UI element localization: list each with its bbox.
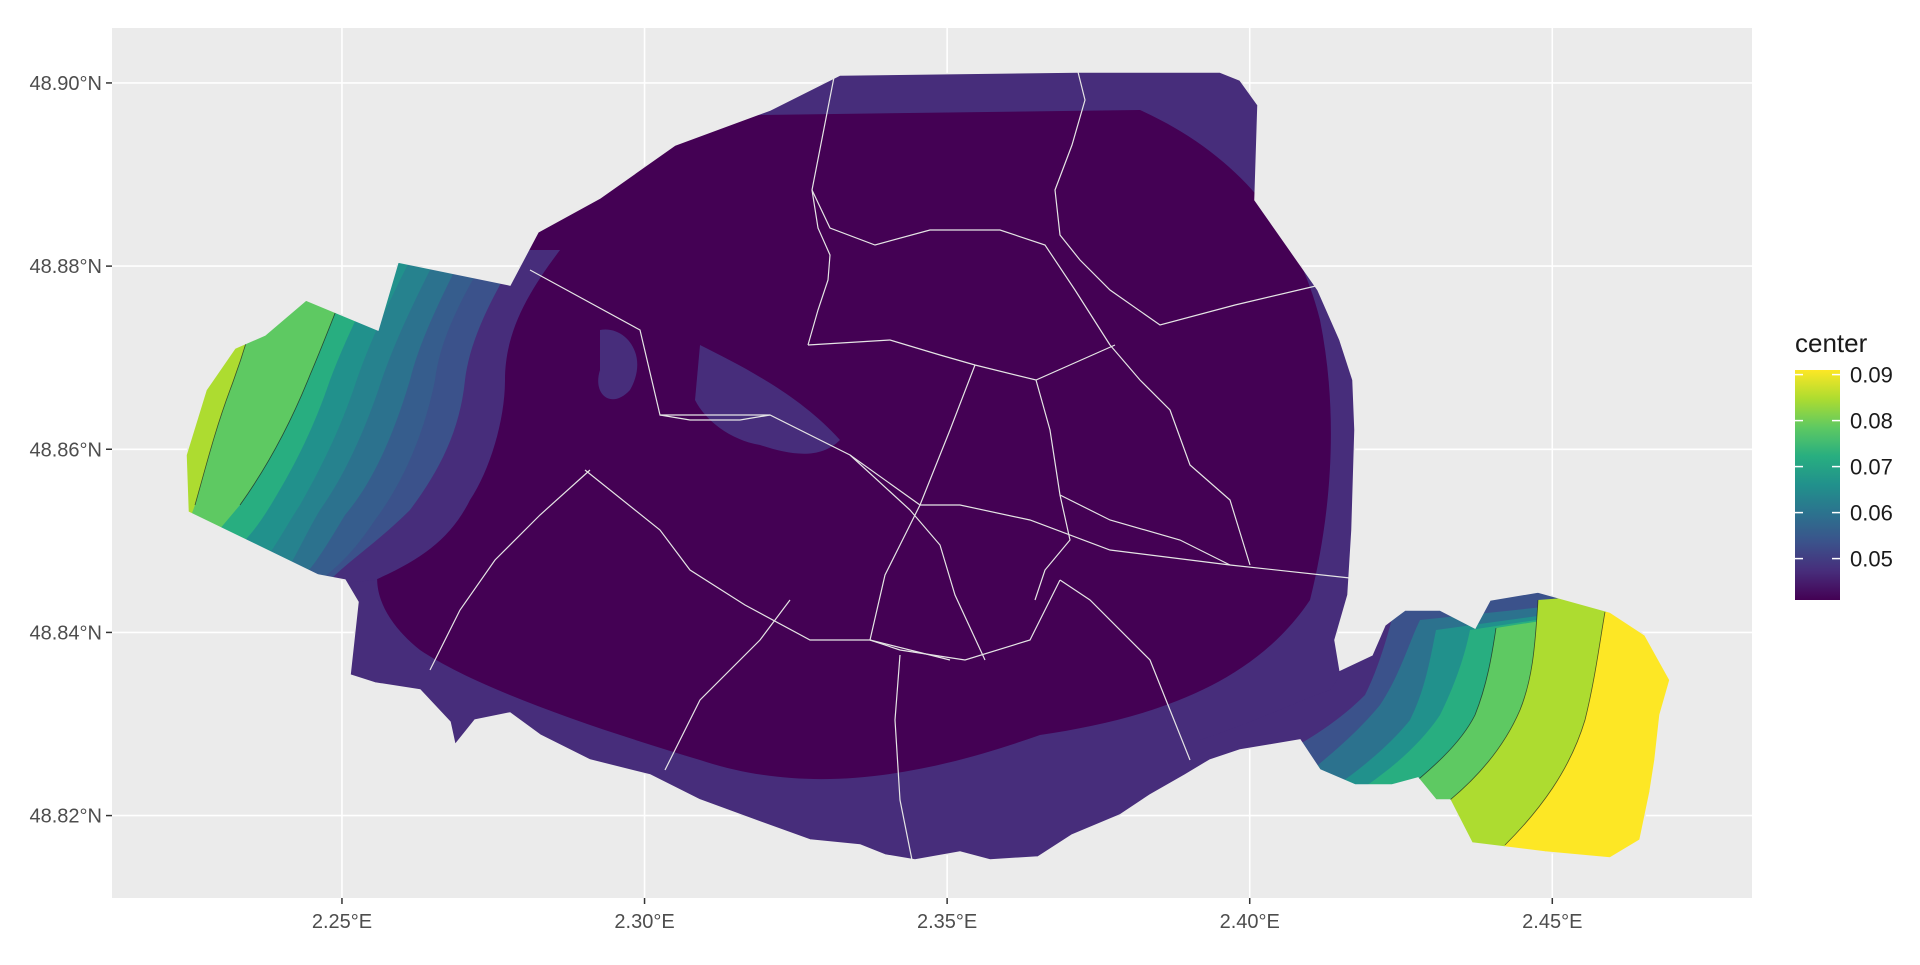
contour-band-0.040 — [377, 110, 1331, 780]
legend-tick-label: 0.05 — [1850, 547, 1893, 572]
arrondissement-boundaries — [429, 72, 1351, 860]
legend: center 0.05 0.06 0.07 0.08 0.09 — [1795, 328, 1893, 600]
paris-outline — [185, 71, 1671, 861]
x-tick-label: 2.40°E — [1220, 911, 1280, 933]
legend-tick-label: 0.07 — [1850, 455, 1893, 480]
y-tick-label: 48.84°N — [30, 622, 103, 644]
contour-island-2 — [598, 329, 638, 400]
legend-ticks: 0.05 0.06 0.07 0.08 0.09 — [1795, 363, 1893, 572]
legend-title: center — [1795, 328, 1868, 358]
x-tick-label: 2.30°E — [614, 911, 674, 933]
y-axis: 48.82°N 48.84°N 48.86°N 48.88°N 48.90°N — [30, 73, 112, 828]
contour-band-se-0.09 — [1505, 580, 1670, 860]
legend-tick-label: 0.06 — [1850, 501, 1893, 526]
y-tick-label: 48.90°N — [30, 73, 103, 95]
x-tick-label: 2.45°E — [1522, 911, 1582, 933]
x-tick-label: 2.35°E — [917, 911, 977, 933]
x-axis: 2.25°E 2.30°E 2.35°E 2.40°E 2.45°E — [312, 898, 1582, 933]
x-tick-label: 2.25°E — [312, 911, 372, 933]
y-tick-label: 48.82°N — [30, 806, 103, 828]
contour-island — [695, 345, 840, 454]
y-tick-label: 48.88°N — [30, 256, 103, 278]
legend-tick-label: 0.09 — [1850, 363, 1893, 388]
y-tick-label: 48.86°N — [30, 439, 103, 461]
legend-tick-label: 0.08 — [1850, 409, 1893, 434]
legend-colorbar — [1795, 370, 1840, 600]
